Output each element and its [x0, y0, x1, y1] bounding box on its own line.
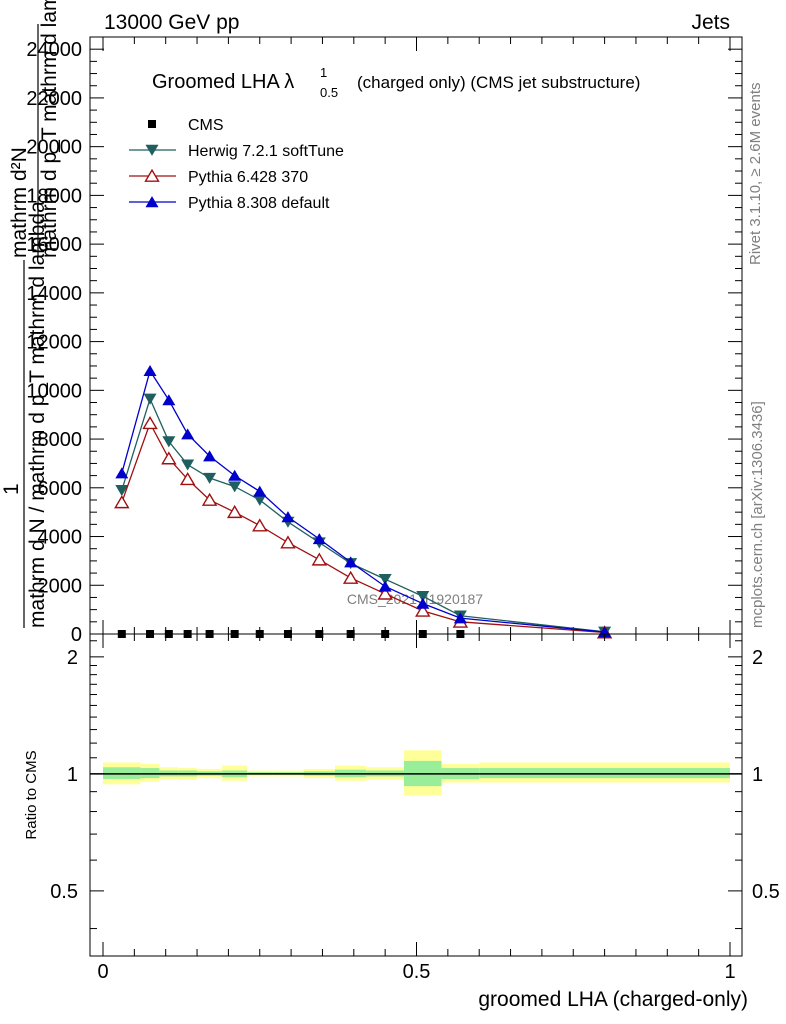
ratio-y-tick-label-right: 2	[752, 647, 763, 669]
data-point-marker	[416, 591, 430, 603]
ratio-green-band	[479, 768, 730, 779]
data-point-marker	[228, 469, 242, 481]
mcplots-label: mcplots.cern.ch [arXiv:1306.3436]	[749, 401, 766, 628]
data-point-marker	[252, 518, 268, 532]
y-tick-label: 4000	[38, 527, 83, 549]
legend-item: CMS	[148, 117, 224, 134]
series-line	[121, 397, 605, 633]
data-point-marker	[203, 472, 217, 484]
ratio-y-tick-label-right: 0.5	[752, 881, 780, 903]
data-point-marker	[142, 415, 158, 430]
data-point-marker	[148, 120, 156, 128]
ratio-x-axis: 0 0.5 1	[97, 634, 736, 983]
data-point-marker	[342, 570, 359, 584]
y-tick-label: 10000	[26, 380, 82, 402]
main-plot-panel: 0 2000 4000 6000 8000 10000 12000 14000 16000 180…	[26, 36, 743, 646]
data-point-marker	[253, 494, 267, 506]
data-point-marker	[377, 586, 393, 600]
legend-label: Herwig 7.2.1 softTune	[188, 143, 344, 160]
ratio-bands	[103, 750, 730, 796]
header-left: 13000 GeV pp	[104, 11, 239, 34]
ratio-green-band	[140, 768, 160, 779]
data-point-marker	[228, 481, 242, 493]
y-tick-label: 2000	[38, 575, 83, 597]
y-tick-label: 12000	[26, 332, 82, 354]
data-point-marker	[415, 603, 431, 617]
y-tick-label: 0	[71, 624, 82, 646]
data-point-marker	[311, 552, 328, 566]
series-line	[121, 369, 605, 633]
y-tick-label: 24000	[26, 39, 82, 61]
legend-label: Pythia 6.428 370	[188, 169, 308, 186]
y-label-middle: mathrm d N / mathrm d p_T mathrm d lambd…	[26, 201, 49, 628]
data-point-marker	[181, 428, 195, 440]
x-tick-label: 0.5	[403, 961, 431, 983]
data-point-marker	[115, 467, 129, 479]
legend-label: CMS	[188, 117, 224, 134]
y-tick-label: 6000	[38, 478, 83, 500]
data-point-marker	[226, 504, 243, 519]
y-label-one: 1	[0, 483, 23, 495]
data-point-marker	[378, 573, 392, 586]
y-label-top: mathrm d²N	[8, 147, 31, 258]
y-tick-label: 18000	[26, 185, 82, 207]
series-pythia-6-428-370	[114, 415, 613, 639]
y-tick-label: 14000	[26, 283, 82, 305]
ratio-plot-panel: 0.5 0.51 12 2 0 0.5 1	[50, 633, 780, 983]
data-point-marker	[281, 511, 295, 523]
x-tick-label: 0	[97, 961, 108, 983]
title-rest: (charged only) (CMS jet substructure)	[357, 73, 640, 92]
legend-item: Pythia 6.428 370	[129, 168, 308, 186]
title-sub: 0.5	[320, 85, 338, 100]
x-axis-label: groomed LHA (charged-only)	[478, 988, 748, 1011]
y-tick-label: 20000	[26, 137, 82, 159]
data-point-marker	[378, 580, 392, 592]
y-label-top-denominator: mathrm d p_T mathrm d lambda	[38, 0, 61, 258]
data-point-marker	[203, 450, 217, 462]
rivet-label: Rivet 3.1.10, ≥ 2.6M events	[747, 83, 764, 266]
y-tick-label: 16000	[26, 234, 82, 256]
data-point-marker	[161, 451, 177, 465]
data-point-marker	[145, 144, 159, 156]
ratio-y-tick-label: 2	[67, 647, 78, 669]
main-y-axis: 0 2000 4000 6000 8000 10000 12000 14000 16000 180…	[26, 39, 742, 646]
data-point-marker	[453, 612, 467, 624]
legend-item: Herwig 7.2.1 softTune	[129, 143, 344, 160]
legend-label: Pythia 8.308 default	[188, 195, 330, 212]
y-tick-label: 22000	[26, 88, 82, 110]
data-point-marker	[143, 393, 157, 405]
y-tick-label: 8000	[38, 429, 83, 451]
data-point-marker	[162, 436, 176, 448]
title-main: Groomed LHA λ	[152, 71, 294, 93]
series-pythia-8-308-default	[115, 364, 612, 638]
x-tick-label: 1	[724, 961, 735, 983]
ratio-y-tick-label: 0.5	[50, 881, 78, 903]
data-point-marker	[179, 472, 196, 486]
data-point-marker	[201, 492, 218, 506]
data-point-marker	[144, 168, 160, 182]
legend: CMS Herwig 7.2.1 softTune Pythia 6.428 370…	[129, 117, 344, 212]
data-point-marker	[143, 364, 157, 377]
data-point-marker	[312, 533, 326, 545]
data-point-marker	[181, 459, 195, 471]
data-point-marker	[145, 196, 159, 208]
ratio-y-label: Ratio to CMS	[23, 750, 40, 839]
data-point-marker	[344, 556, 358, 568]
data-point-marker	[416, 597, 430, 609]
ratio-y-tick-label: 1	[67, 764, 78, 786]
data-point-marker	[114, 495, 130, 509]
data-point-marker	[162, 394, 176, 406]
plot-title: Groomed LHA λ 1 0.5 (charged only) (CMS …	[152, 65, 640, 100]
ratio-y-axis: 0.5 0.5 1 1 2 2	[50, 640, 780, 930]
main-y-label: mathrm d²N mathrm d p_T mathrm d lambda …	[0, 0, 61, 628]
data-point-marker	[280, 535, 296, 549]
data-point-marker	[115, 485, 129, 497]
legend-item: Pythia 8.308 default	[129, 195, 330, 212]
header-right: Jets	[691, 11, 730, 34]
data-point-marker	[253, 485, 267, 497]
ratio-y-tick-label-right: 1	[752, 764, 763, 786]
title-sup: 1	[320, 65, 327, 80]
